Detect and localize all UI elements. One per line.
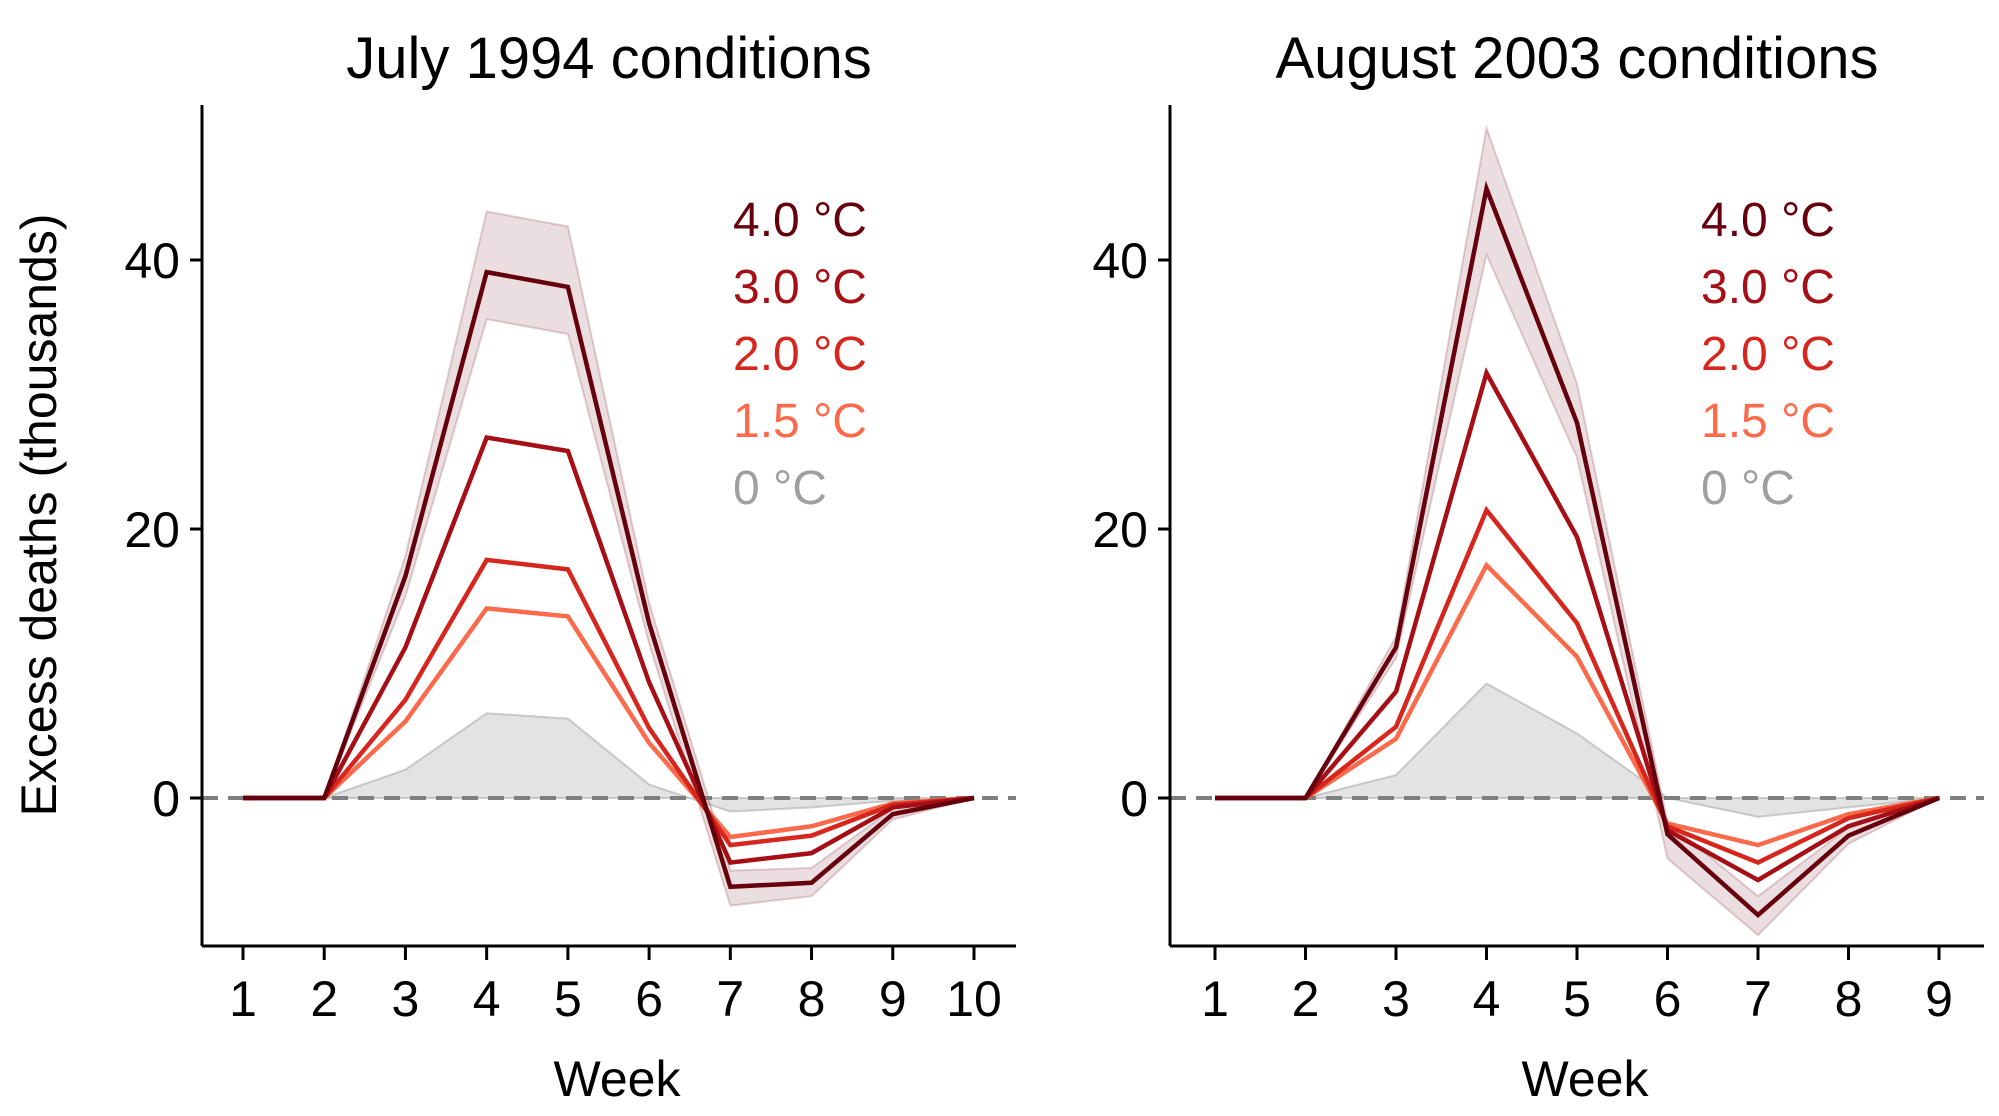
x-tick-label: 1 <box>229 971 257 1027</box>
x-tick-label: 5 <box>554 971 582 1027</box>
y-tick-label: 40 <box>124 233 180 289</box>
plot-area: 0 20 40 1 2 3 4 5 6 7 8 9 Week 4.0 °C 3.0 °C 2.0 °C 1.5 … <box>1092 105 1984 1107</box>
legend: 4.0 °C 3.0 °C 2.0 °C 1.5 °C 0 °C <box>733 194 867 515</box>
legend-entry: 0 °C <box>733 462 827 515</box>
area-0c <box>1215 682 1940 818</box>
legend-entry: 2.0 °C <box>1701 328 1835 381</box>
x-tick-label: 9 <box>879 971 907 1027</box>
legend-entry: 3.0 °C <box>733 261 867 314</box>
x-tick-label: 2 <box>1292 971 1320 1027</box>
series-line-30c <box>1215 367 1940 883</box>
series-line-15c <box>243 605 975 840</box>
series-line-30c <box>243 435 975 865</box>
legend-entry: 3.0 °C <box>1701 261 1835 314</box>
legend-entry: 0 °C <box>1701 462 1795 515</box>
x-tick-label: 8 <box>1835 971 1863 1027</box>
plot-area: 0 20 40 1 2 3 4 5 6 7 8 9 10 Week 4.0 °C 3.0 °C 2.0 °C 1.… <box>124 105 1016 1107</box>
x-tick-label: 2 <box>310 971 338 1027</box>
y-axis-label: Excess deaths (thousands) <box>11 213 67 816</box>
x-tick-label: 9 <box>1925 971 1953 1027</box>
x-tick-label: 5 <box>1563 971 1591 1027</box>
y-tick-label: 40 <box>1092 233 1148 289</box>
x-tick-label: 6 <box>1654 971 1682 1027</box>
x-tick-label: 1 <box>1201 971 1229 1027</box>
legend-entry: 4.0 °C <box>733 194 867 247</box>
panel-title: August 2003 conditions <box>1276 26 1879 91</box>
series-line-40c <box>243 269 975 890</box>
panel-august-2003: August 2003 conditions 0 20 40 1 2 3 4 5 6 7 8 9 Wee… <box>1092 26 1984 1107</box>
y-tick-label: 20 <box>1092 502 1148 558</box>
x-tick-label: 4 <box>473 971 501 1027</box>
series-line-20c <box>1215 505 1940 866</box>
legend-entry: 4.0 °C <box>1701 194 1835 247</box>
x-tick-label: 7 <box>716 971 744 1027</box>
x-tick-label: 6 <box>635 971 663 1027</box>
x-tick-label: 8 <box>798 971 826 1027</box>
y-tick-label: 0 <box>152 771 180 827</box>
x-tick-label: 3 <box>1382 971 1410 1027</box>
confidence-band-4c <box>1215 124 1940 937</box>
panel-title: July 1994 conditions <box>346 26 872 91</box>
x-tick-label: 3 <box>392 971 420 1027</box>
legend-entry: 1.5 °C <box>733 395 867 448</box>
y-tick-label: 0 <box>1120 771 1148 827</box>
x-tick-label: 4 <box>1473 971 1501 1027</box>
legend-entry: 1.5 °C <box>1701 395 1835 448</box>
x-axis-label: Week <box>554 1051 682 1107</box>
x-tick-label: 7 <box>1744 971 1772 1027</box>
series-line-40c <box>1215 180 1940 919</box>
legend: 4.0 °C 3.0 °C 2.0 °C 1.5 °C 0 °C <box>1701 194 1835 515</box>
series-line-20c <box>243 557 975 848</box>
x-tick-label: 10 <box>946 971 1002 1027</box>
x-axis-label: Week <box>1522 1051 1650 1107</box>
panel-july-1994: July 1994 conditions 0 20 40 1 2 3 4 5 6 7 8 9 10 Wee… <box>124 26 1016 1107</box>
legend-entry: 2.0 °C <box>733 328 867 381</box>
y-tick-label: 20 <box>124 502 180 558</box>
series-line-15c <box>1215 561 1940 848</box>
